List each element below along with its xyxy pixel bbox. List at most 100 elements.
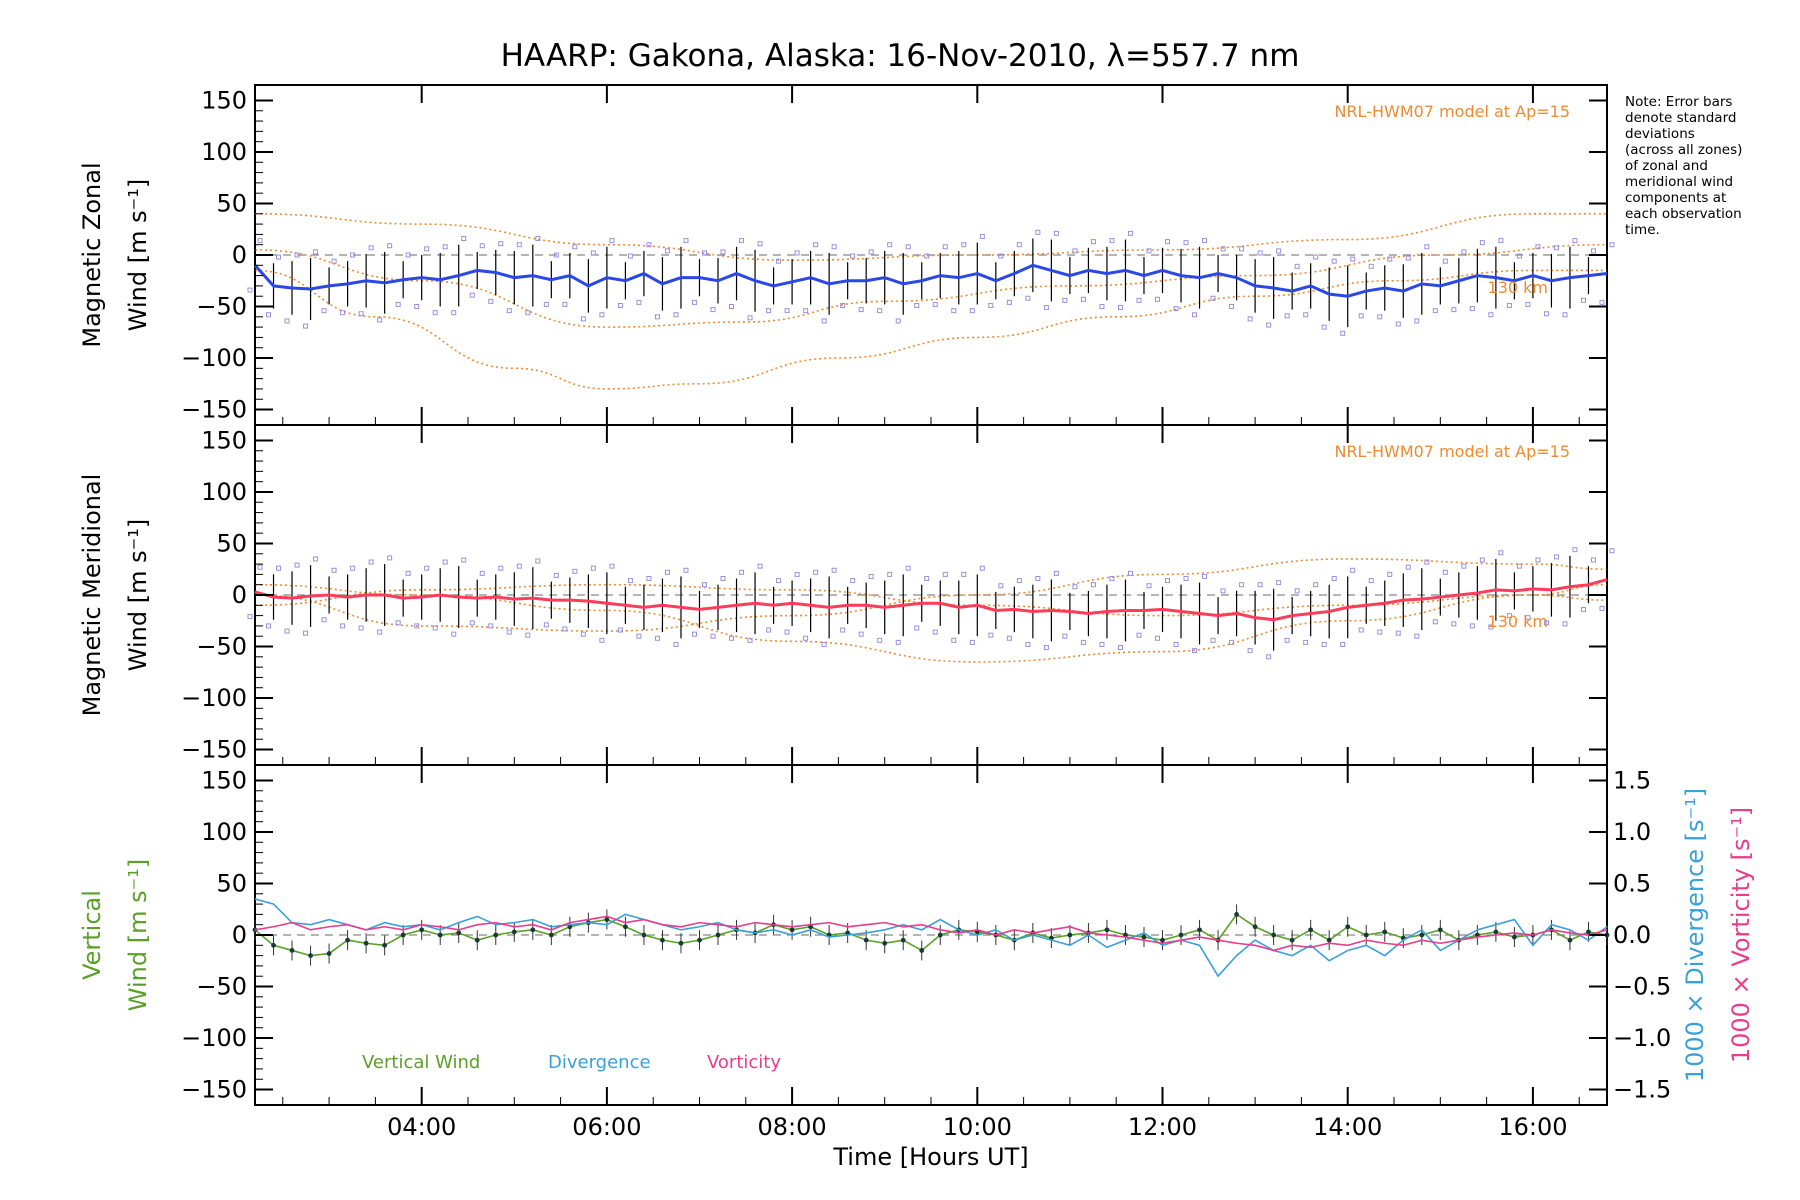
scatter-point — [627, 578, 633, 584]
vertical-wind-point — [400, 932, 406, 938]
vertical-wind-point — [326, 951, 332, 956]
series-vertical-wind — [254, 913, 1608, 957]
scatter-point — [850, 253, 856, 259]
ylabel-zonal-line1: Magnetic Zonal — [78, 162, 106, 347]
scatter-point — [535, 558, 541, 564]
scatter-point — [1321, 641, 1327, 647]
scatter-point — [877, 637, 883, 643]
scatter-point — [294, 252, 300, 258]
scatter-point — [553, 572, 559, 578]
scatter-point — [1155, 296, 1161, 302]
note-line: denote standard — [1625, 110, 1736, 126]
scatter-point — [961, 242, 967, 248]
scatter-point — [627, 253, 633, 259]
scatter-point — [1146, 248, 1152, 254]
scatter-point — [887, 242, 893, 248]
scatter-point — [1580, 606, 1586, 612]
vertical-wind-point — [789, 927, 795, 933]
y2label-divergence: 1000 × Divergence [s⁻¹] — [1681, 788, 1709, 1082]
scatter-point — [1580, 297, 1586, 303]
scatter-point — [932, 629, 938, 635]
scatter-point — [1165, 239, 1171, 245]
model-curve — [254, 269, 1607, 390]
scatter-point — [609, 238, 615, 244]
scatter-point — [1590, 248, 1596, 254]
scatter-point — [535, 236, 541, 242]
scatter-point — [979, 233, 985, 239]
ylabel-meridional-line2: Wind [m s⁻¹] — [124, 519, 152, 671]
vertical-wind-point — [900, 937, 906, 943]
scatter-point — [1006, 635, 1012, 641]
scatter-point — [1183, 240, 1189, 246]
model-curves — [254, 212, 1608, 936]
scatter-point — [1247, 648, 1253, 654]
vertical-wind-point — [1382, 929, 1388, 935]
scatter-point — [729, 304, 735, 310]
model-label-meridional: 130 km — [1488, 612, 1548, 631]
scatter-point — [303, 630, 309, 636]
scatter-point — [1488, 624, 1494, 630]
scatter-point — [683, 238, 689, 244]
y-tick-label: 150 — [201, 426, 247, 454]
series-divergence — [254, 898, 1608, 978]
vertical-wind-point — [437, 932, 443, 938]
scatter-point — [1516, 253, 1522, 259]
x-tick-label: 06:00 — [572, 1113, 641, 1141]
vertical-wind-point — [548, 932, 554, 938]
scatter-point — [498, 565, 504, 571]
y-tick-label: −150 — [181, 396, 247, 424]
scatter-point — [1350, 567, 1356, 573]
note-line: of zonal and — [1625, 158, 1708, 174]
scatter-point — [636, 299, 642, 305]
scatter-point — [1136, 297, 1142, 303]
vertical-wind-point — [1345, 924, 1351, 930]
vertical-wind-point — [1363, 932, 1369, 938]
scatter-point — [757, 563, 763, 569]
scatter-point — [368, 245, 374, 251]
scatter-point — [1516, 563, 1522, 569]
scatter-point — [590, 565, 596, 571]
scatter-point — [414, 304, 420, 310]
scatter-point — [331, 258, 337, 264]
scatter-point — [1109, 238, 1115, 244]
error-bars — [247, 229, 1615, 966]
scatter-point — [387, 555, 393, 561]
scatter-point — [1405, 255, 1411, 261]
scatter-point — [1016, 578, 1022, 584]
model-annotation-meridional: NRL-HWM07 model at Ap=15 — [1334, 442, 1570, 461]
scatter-point — [1210, 295, 1216, 301]
scatter-point — [1572, 238, 1578, 244]
scatter-point — [784, 308, 790, 314]
scatter-point — [1609, 548, 1615, 554]
scatter-point — [905, 244, 911, 250]
vertical-wind-point — [1493, 929, 1499, 935]
y-tick-label: 0 — [232, 581, 247, 609]
scatter-point — [1331, 576, 1337, 582]
scatter-point — [1350, 256, 1356, 262]
scatter-point — [266, 623, 272, 629]
legend-vorticity: Vorticity — [707, 1052, 781, 1073]
legend-divergence: Divergence — [548, 1052, 651, 1073]
y-tick-label: 100 — [201, 478, 247, 506]
vertical-wind-point — [863, 937, 869, 943]
scatter-point — [1387, 571, 1393, 577]
vertical-wind-point — [493, 932, 499, 938]
vertical-wind-point — [1419, 932, 1425, 938]
scatter-point — [1461, 563, 1467, 569]
scatter-point — [1016, 242, 1022, 248]
scatter-point — [1183, 576, 1189, 582]
scatter-point — [932, 301, 938, 307]
y2label-vorticity: 1000 × Vorticity [s⁻¹] — [1727, 807, 1755, 1063]
scatter-point — [1284, 637, 1290, 643]
scatter-point — [276, 254, 282, 260]
scatter-point — [1543, 311, 1549, 317]
model-curve — [254, 243, 1608, 328]
scatter-point — [1276, 248, 1282, 254]
scatter-point — [988, 302, 994, 308]
scatter-point — [1035, 229, 1041, 235]
vertical-wind-point — [1067, 932, 1073, 938]
scatter-point — [636, 633, 642, 639]
scatter-point — [498, 241, 504, 247]
y-tick-label: 0 — [232, 921, 247, 949]
axis-ticks: 150100500−50−100−150150100500−50−100−150… — [181, 85, 1671, 1141]
